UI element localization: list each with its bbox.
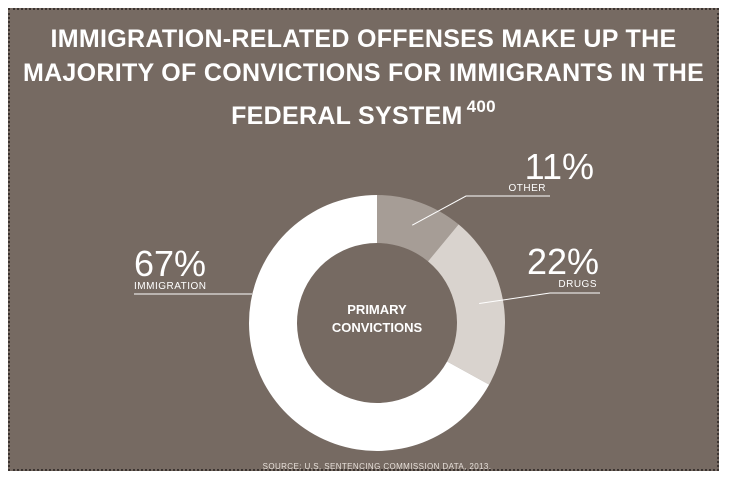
source-note: SOURCE: U.S. SENTENCING COMMISSION DATA,… xyxy=(263,462,492,471)
footnote-marker: 400 xyxy=(466,97,496,116)
label-other-cat: OTHER xyxy=(509,183,547,194)
slice-immigration xyxy=(248,195,490,452)
title-line-1: IMMIGRATION-RELATED OFFENSES MAKE UP THE xyxy=(50,25,677,53)
title-line-2: MAJORITY OF CONVICTIONS FOR IMMIGRANTS I… xyxy=(22,59,705,87)
chart-title: IMMIGRATION-RELATED OFFENSES MAKE UP THE… xyxy=(10,22,717,133)
label-other-pct: 11% xyxy=(525,146,594,187)
leader-line-drugs xyxy=(479,292,600,305)
label-drugs-pct: 22% xyxy=(527,241,599,282)
center-label-line-1: PRIMARY xyxy=(347,302,407,317)
center-label-line-2: CONVICTIONS xyxy=(332,320,423,335)
label-drugs-cat: DRUGS xyxy=(558,279,597,290)
donut-slices xyxy=(248,195,506,452)
title-line-3: FEDERAL SYSTEM 400 xyxy=(10,90,717,133)
leader-lines xyxy=(134,195,600,305)
title-line-3-text: FEDERAL SYSTEM xyxy=(231,102,463,130)
leader-line-other xyxy=(411,195,550,226)
label-immigration-pct: 67% xyxy=(134,243,206,284)
infographic-frame: IMMIGRATION-RELATED OFFENSES MAKE UP THE… xyxy=(8,8,719,471)
slice-drugs xyxy=(427,224,506,385)
label-immigration-cat: IMMIGRATION xyxy=(134,281,207,292)
